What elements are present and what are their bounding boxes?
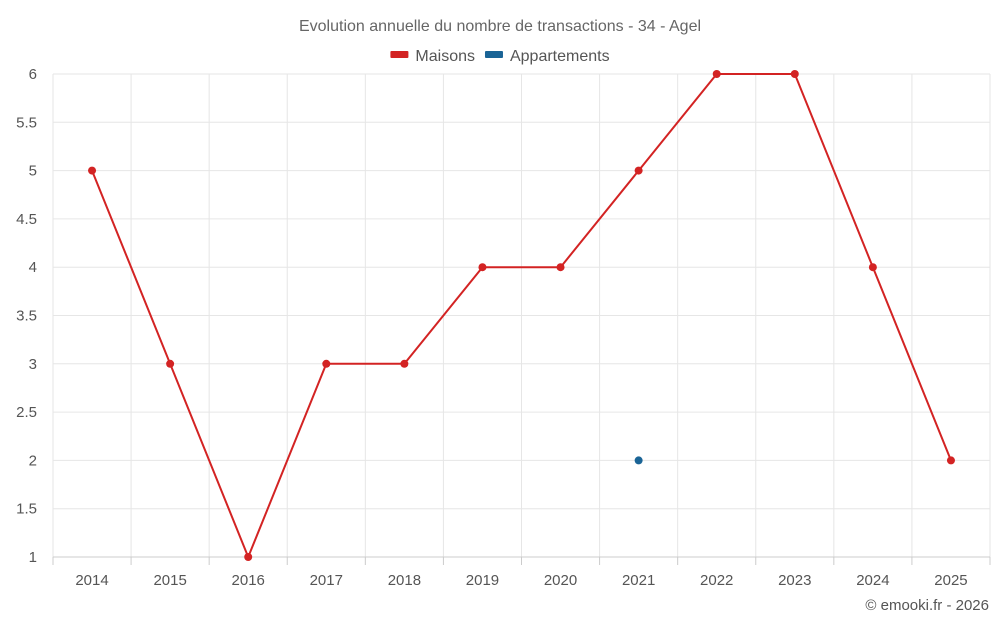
series-group — [88, 70, 955, 561]
y-tick-label: 2.5 — [16, 404, 37, 421]
x-tick-label: 2022 — [700, 572, 733, 589]
data-point-maisons[interactable] — [946, 456, 955, 465]
legend-label: Appartements — [510, 48, 610, 65]
legend-item-maisons[interactable]: Maisons — [390, 48, 475, 65]
x-tick-label: 2021 — [622, 572, 655, 589]
chart-title: Evolution annuelle du nombre de transact… — [299, 18, 701, 35]
credit-text: © emooki.fr - 2026 — [865, 597, 989, 614]
x-axis-ticks: 2014 2015 2016 2017 2018 2019 2020 2021 2022 2023… — [75, 572, 967, 589]
y-axis-ticks: 1 1.5 2 2.5 3 3.5 4 4.5 5 5.5 6 — [16, 66, 37, 566]
x-tick-label: 2023 — [778, 572, 811, 589]
y-tick-label: 2 — [29, 452, 37, 469]
y-tick-label: 5 — [29, 163, 37, 180]
x-tick-label: 2014 — [75, 572, 108, 589]
y-tick-label: 1.5 — [16, 501, 37, 518]
x-tick-label: 2024 — [856, 572, 889, 589]
y-tick-label: 3.5 — [16, 308, 37, 325]
legend-swatch — [484, 51, 503, 58]
data-point-maisons[interactable] — [400, 359, 409, 368]
data-point-maisons[interactable] — [790, 70, 799, 78]
series-line-maisons — [91, 73, 952, 558]
axes — [52, 556, 991, 565]
legend: Maisons Appartements — [390, 48, 610, 65]
data-point-maisons[interactable] — [478, 263, 487, 272]
legend-item-appartements[interactable]: Appartements — [484, 48, 610, 65]
data-point-maisons[interactable] — [868, 263, 877, 272]
legend-label: Maisons — [415, 48, 475, 65]
x-tick-label: 2017 — [310, 572, 343, 589]
x-tick-label: 2020 — [544, 572, 577, 589]
data-point-maisons[interactable] — [634, 166, 643, 175]
data-point-maisons[interactable] — [166, 359, 175, 368]
y-tick-label: 1 — [29, 549, 37, 566]
y-tick-label: 4 — [29, 259, 37, 276]
data-point-maisons[interactable] — [244, 553, 253, 561]
data-point-maisons[interactable] — [88, 166, 97, 175]
x-tick-label: 2015 — [153, 572, 186, 589]
data-point-maisons[interactable] — [712, 70, 721, 78]
y-tick-label: 6 — [29, 66, 37, 83]
x-tick-label: 2019 — [466, 572, 499, 589]
legend-swatch — [390, 51, 409, 58]
y-tick-label: 4.5 — [16, 211, 37, 228]
data-point-maisons[interactable] — [556, 263, 565, 272]
y-tick-label: 5.5 — [16, 114, 37, 131]
x-tick-label: 2025 — [934, 572, 967, 589]
data-point-appartements[interactable] — [634, 456, 643, 465]
grid — [52, 73, 991, 558]
x-tick-label: 2016 — [232, 572, 265, 589]
y-tick-label: 3 — [29, 356, 37, 373]
x-tick-label: 2018 — [388, 572, 421, 589]
data-point-maisons[interactable] — [322, 359, 331, 368]
